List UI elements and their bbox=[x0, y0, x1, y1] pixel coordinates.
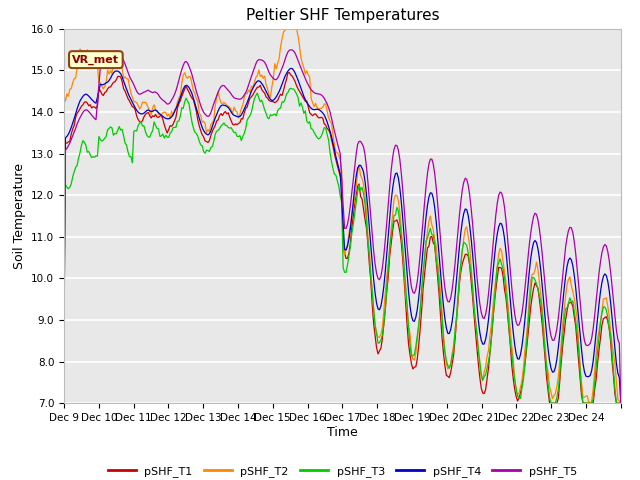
Y-axis label: Soil Temperature: Soil Temperature bbox=[13, 163, 26, 269]
Legend: pSHF_T1, pSHF_T2, pSHF_T3, pSHF_T4, pSHF_T5: pSHF_T1, pSHF_T2, pSHF_T3, pSHF_T4, pSHF… bbox=[103, 461, 582, 480]
Title: Peltier SHF Temperatures: Peltier SHF Temperatures bbox=[246, 9, 439, 24]
Text: VR_met: VR_met bbox=[72, 55, 119, 65]
X-axis label: Time: Time bbox=[327, 426, 358, 439]
